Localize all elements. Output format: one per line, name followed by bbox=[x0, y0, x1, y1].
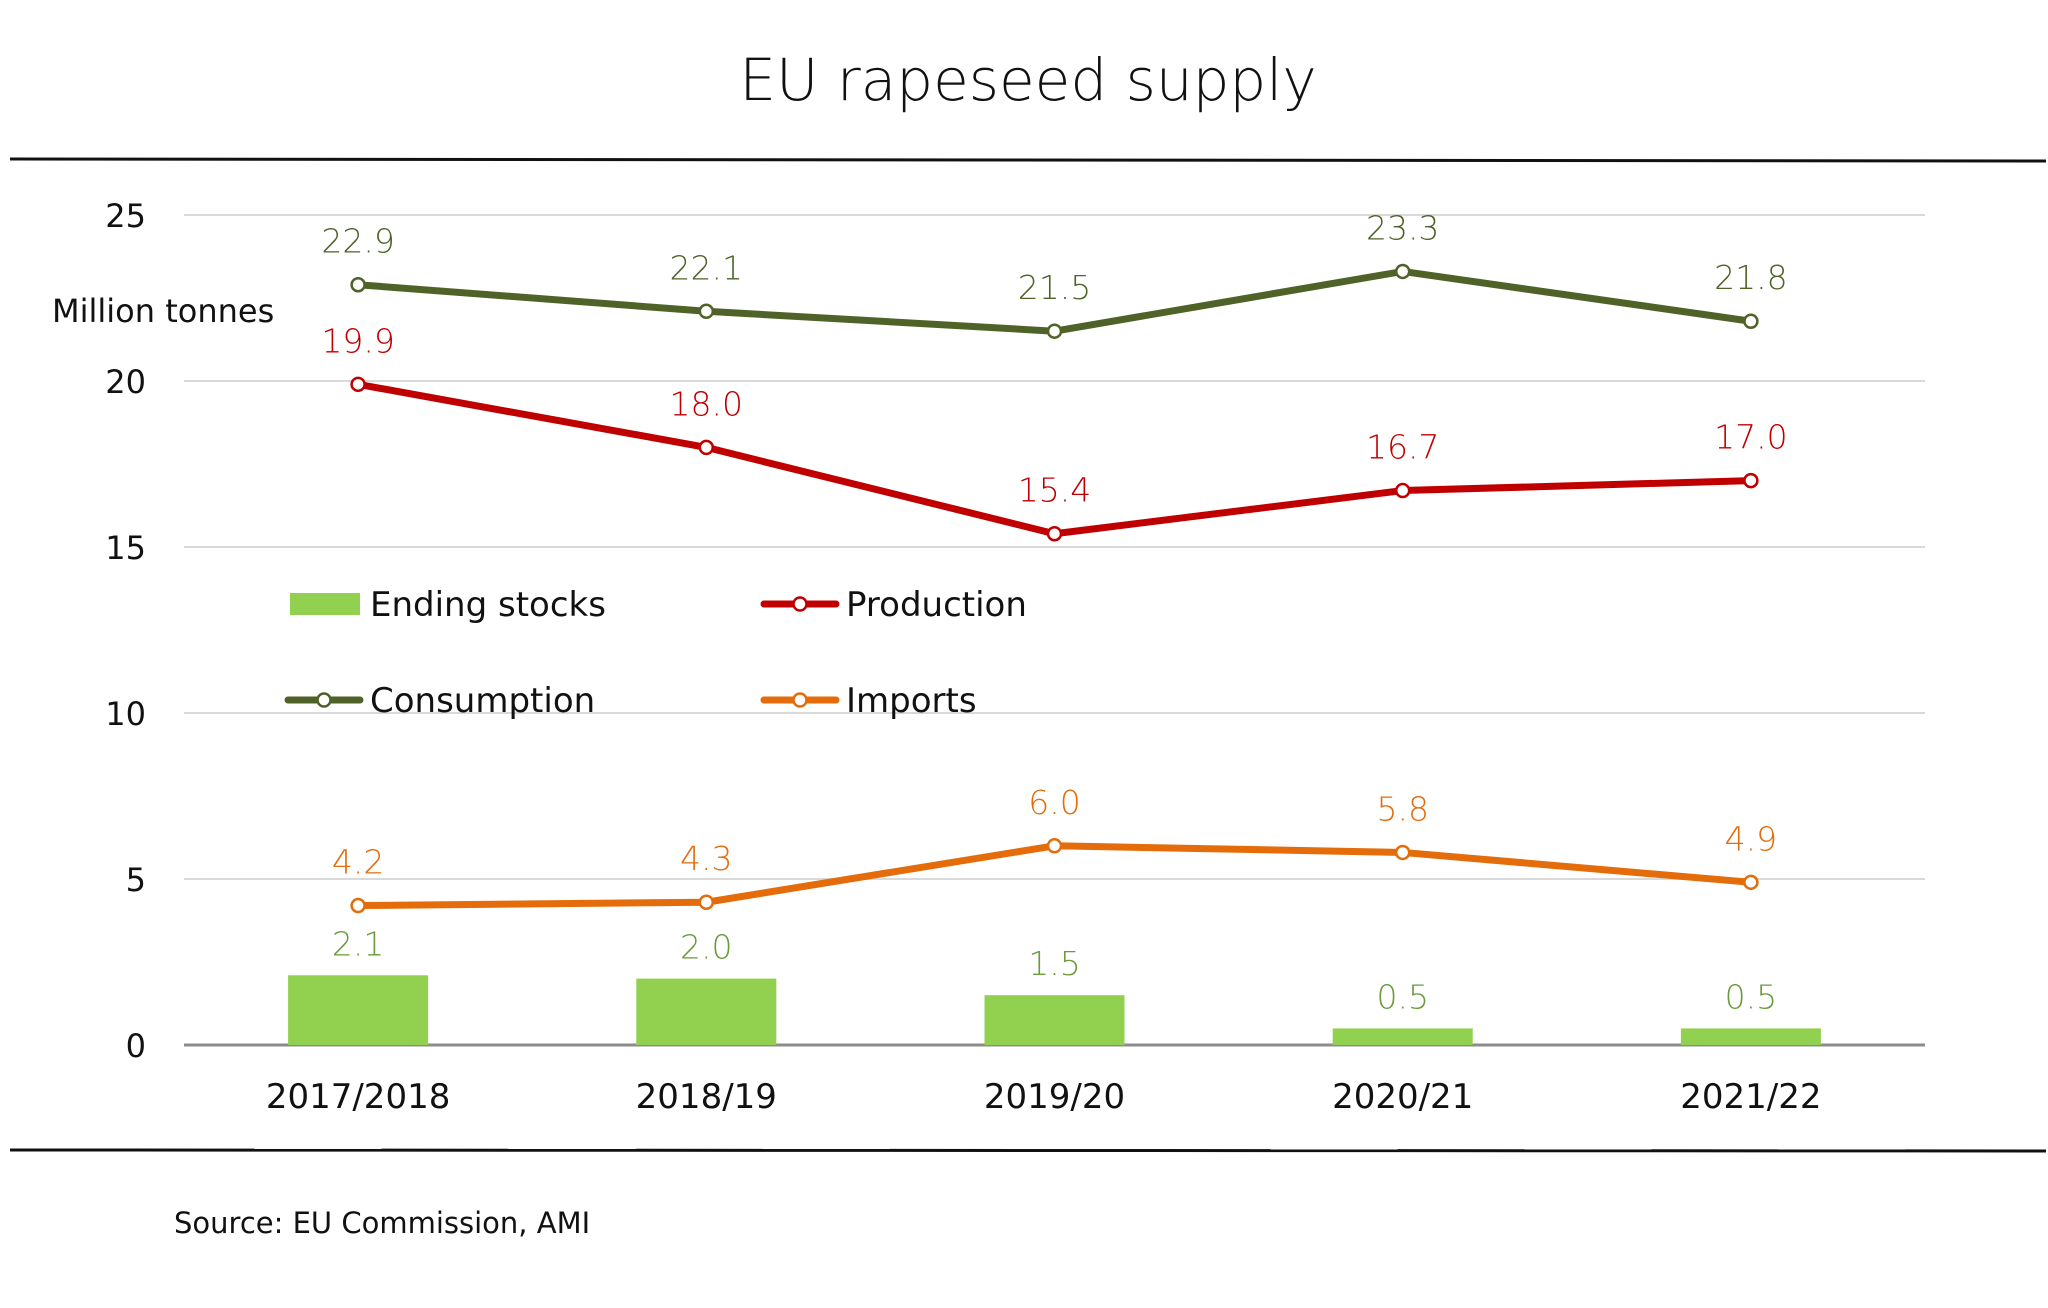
consumption-marker bbox=[1743, 313, 1759, 329]
imports-data-label: 6.0 bbox=[1028, 783, 1080, 822]
legend-marker-production bbox=[792, 596, 808, 612]
ending-stocks-data-label: 0.5 bbox=[1376, 977, 1428, 1016]
ending-stocks-data-label: 2.1 bbox=[332, 924, 384, 963]
consumption-data-label: 23.3 bbox=[1366, 208, 1439, 247]
y-tick-label: 10 bbox=[105, 695, 146, 733]
consumption-marker bbox=[1046, 323, 1063, 339]
bottom-rule bbox=[9, 1148, 2047, 1153]
top-rule bbox=[9, 157, 2047, 163]
x-tick-label: 2020/21 bbox=[1332, 1077, 1473, 1117]
y-axis-label: Million tonnes bbox=[52, 292, 274, 330]
production-marker bbox=[1743, 472, 1759, 489]
imports-data-label: 4.3 bbox=[680, 839, 732, 878]
legend-marker-consumption bbox=[316, 692, 332, 708]
ending-stocks-data-label: 2.0 bbox=[680, 928, 732, 967]
ending-stocks-bar bbox=[1680, 1028, 1821, 1045]
bars bbox=[288, 975, 1821, 1045]
production-marker bbox=[1046, 525, 1063, 542]
production-marker bbox=[1394, 482, 1411, 499]
consumption-data-label: 21.8 bbox=[1714, 258, 1787, 297]
production-marker bbox=[698, 439, 715, 456]
consumption-data-label: 22.1 bbox=[670, 248, 743, 287]
data-labels: 2.1 2.0 1.5 0.5 0.5 19.9 18.0 15.4 16.7 17.0 22.9 2… bbox=[321, 208, 1787, 1016]
x-tick-label: 2021/22 bbox=[1680, 1077, 1821, 1117]
consumption-data-label: 22.9 bbox=[321, 222, 394, 261]
legend-swatch-ending-stocks bbox=[290, 593, 360, 615]
x-tick-label: 2019/20 bbox=[984, 1077, 1125, 1117]
imports-marker bbox=[698, 894, 715, 910]
x-axis-ticks: 2017/2018 2018/19 2019/20 2020/21 2021/22 bbox=[266, 1077, 1822, 1117]
production-data-label: 15.4 bbox=[1018, 471, 1091, 510]
imports-data-label: 5.8 bbox=[1376, 789, 1428, 828]
gridlines bbox=[184, 214, 1925, 1047]
ending-stocks-bar bbox=[288, 975, 429, 1045]
y-axis-ticks: 0 5 10 15 20 25 bbox=[105, 197, 146, 1065]
legend-label-production: Production bbox=[846, 585, 1027, 625]
legend-marker-imports bbox=[792, 692, 808, 708]
imports-marker bbox=[1394, 844, 1411, 861]
production-marker bbox=[350, 376, 366, 393]
legend-label-imports: Imports bbox=[846, 681, 977, 721]
y-tick-label: 0 bbox=[126, 1027, 146, 1065]
legend: Ending stocks Production Consumption Import… bbox=[284, 585, 1027, 721]
consumption-data-label: 21.5 bbox=[1018, 268, 1091, 307]
ending-stocks-bar bbox=[636, 978, 777, 1045]
consumption-marker bbox=[350, 276, 366, 293]
production-data-label: 18.0 bbox=[670, 384, 743, 423]
y-tick-label: 15 bbox=[105, 529, 146, 567]
consumption-marker bbox=[1394, 263, 1411, 280]
imports-line bbox=[358, 842, 1752, 910]
ending-stocks-data-label: 1.5 bbox=[1028, 944, 1080, 983]
y-tick-label: 5 bbox=[126, 861, 146, 899]
production-data-label: 16.7 bbox=[1366, 428, 1439, 467]
ending-stocks-bar bbox=[984, 995, 1125, 1045]
source-note: Source: EU Commission, AMI bbox=[174, 1206, 590, 1240]
x-tick-label: 2018/19 bbox=[636, 1077, 777, 1117]
y-tick-label: 20 bbox=[105, 363, 146, 401]
imports-marker bbox=[350, 897, 366, 914]
x-tick-label: 2017/2018 bbox=[266, 1077, 451, 1117]
lines bbox=[350, 263, 1759, 914]
production-data-label: 17.0 bbox=[1714, 418, 1787, 457]
y-tick-label: 25 bbox=[105, 197, 146, 235]
ending-stocks-bar bbox=[1332, 1028, 1473, 1045]
imports-marker bbox=[1743, 874, 1759, 891]
production-line bbox=[357, 380, 1752, 538]
legend-label-ending-stocks: Ending stocks bbox=[370, 585, 606, 625]
chart-title: EU rapeseed supply bbox=[739, 46, 1316, 114]
consumption-marker bbox=[698, 303, 715, 320]
imports-data-label: 4.2 bbox=[332, 843, 384, 882]
imports-data-label: 4.9 bbox=[1725, 819, 1777, 858]
ending-stocks-data-label: 0.5 bbox=[1725, 977, 1777, 1016]
legend-label-consumption: Consumption bbox=[370, 681, 595, 721]
production-data-label: 19.9 bbox=[321, 321, 394, 360]
imports-marker bbox=[1046, 838, 1063, 854]
